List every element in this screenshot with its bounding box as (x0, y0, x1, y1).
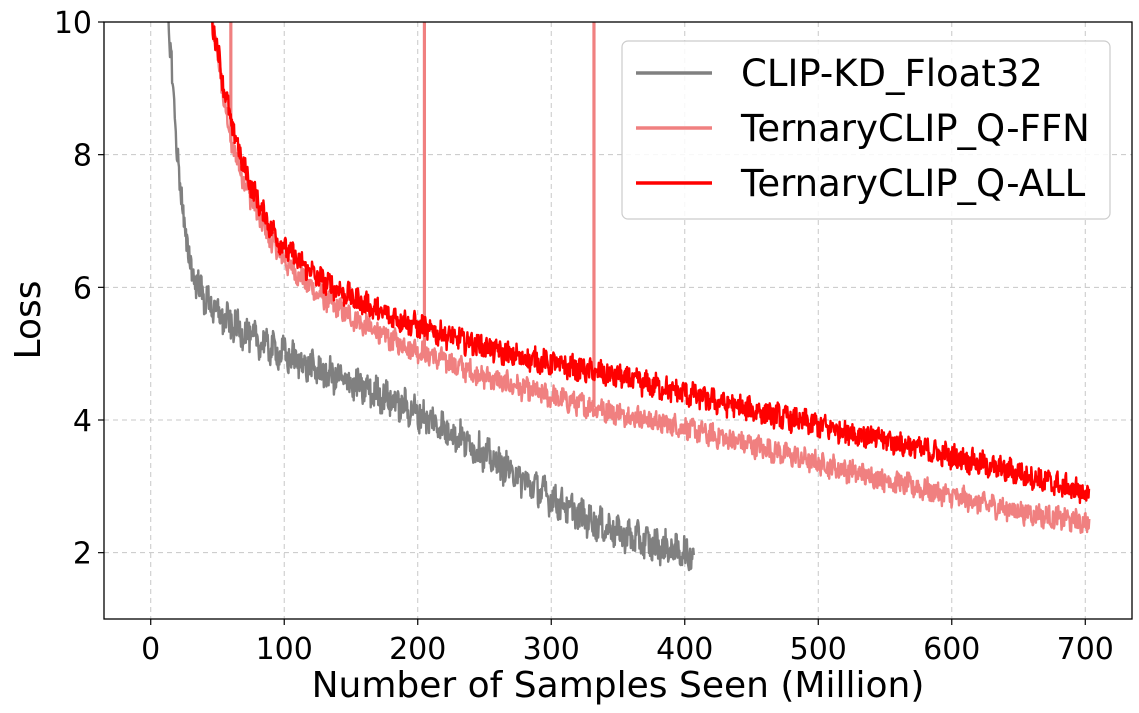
y-tick-label: 10 (54, 6, 92, 41)
legend-label-ternary-all: TernaryCLIP_Q-ALL (740, 162, 1086, 205)
y-tick-label: 8 (73, 139, 92, 174)
x-tick-label: 700 (1057, 632, 1114, 667)
y-tick-label: 2 (73, 537, 92, 572)
x-tick-label: 400 (656, 632, 713, 667)
legend-box (621, 40, 1111, 220)
axis-ticks: 0 100 200 300 400 500 600 700 2 4 6 8 10 (54, 6, 1114, 667)
series-line-clip-kd (167, 22, 695, 572)
legend-label-clip-kd: CLIP-KD_Float32 (741, 52, 1043, 95)
series-line-ternary-all (211, 22, 1091, 505)
legend: CLIP-KD_Float32 TernaryCLIP_Q-FFN Ternar… (621, 40, 1111, 220)
x-tick-label: 500 (790, 632, 847, 667)
plot-frame (103, 21, 1133, 620)
x-tick-label: 600 (923, 632, 980, 667)
x-tick-label: 300 (523, 632, 580, 667)
x-axis-label: Number of Samples Seen (Million) (312, 665, 925, 706)
series-line-ternary-ffn (211, 22, 1091, 534)
legend-label-ternary-ffn: TernaryCLIP_Q-FFN (740, 107, 1090, 150)
y-tick-label: 4 (73, 404, 92, 439)
x-tick-label: 200 (389, 632, 446, 667)
y-axis-label: Loss (8, 281, 49, 360)
x-tick-label: 0 (141, 632, 160, 667)
y-tick-label: 6 (73, 271, 92, 306)
series-lines (167, 22, 1091, 572)
x-tick-label: 100 (256, 632, 313, 667)
